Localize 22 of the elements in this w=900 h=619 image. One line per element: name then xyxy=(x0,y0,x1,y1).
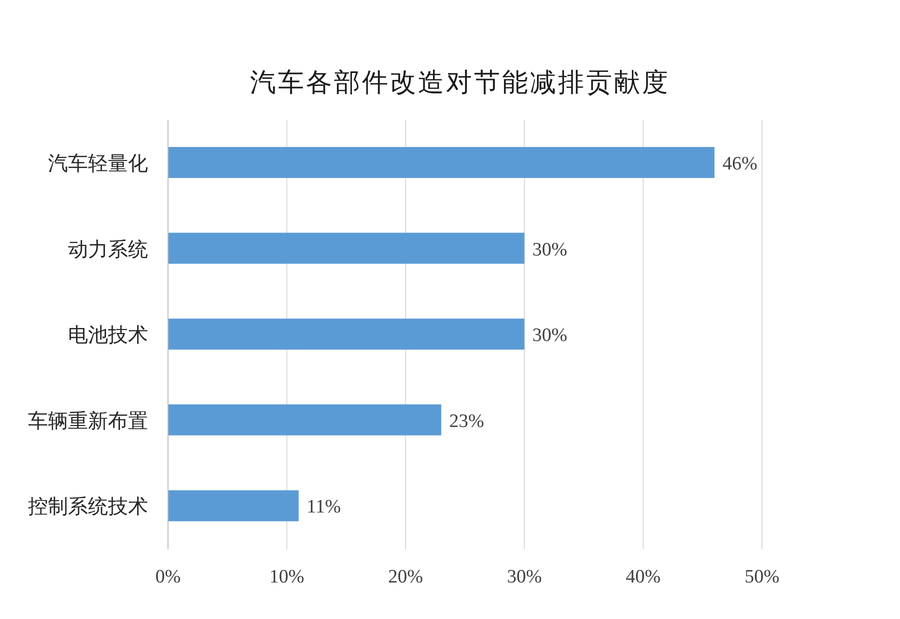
bar xyxy=(168,318,524,350)
data-label: 11% xyxy=(306,496,341,518)
y-tick-label: 车辆重新布置 xyxy=(28,410,148,432)
y-tick-label: 电池技术 xyxy=(68,324,148,347)
y-tick-label: 汽车轻量化 xyxy=(48,153,148,175)
data-label: 46% xyxy=(722,154,758,174)
x-tick-label: 30% xyxy=(506,566,542,588)
x-tick-label: 40% xyxy=(626,566,661,588)
chart-title: 汽车各部件改造对节能减排贡献度 xyxy=(249,67,671,99)
y-tick-label: 控制系统技术 xyxy=(28,496,148,518)
bar xyxy=(168,404,442,436)
data-label: 30% xyxy=(532,239,568,260)
x-tick-label: 0% xyxy=(155,566,181,588)
x-tick-label: 50% xyxy=(744,566,780,588)
x-tick-label: 20% xyxy=(388,566,424,588)
bar xyxy=(168,147,714,178)
bar xyxy=(168,232,524,264)
x-tick-label: 10% xyxy=(269,566,304,588)
bar xyxy=(168,490,299,522)
data-label: 23% xyxy=(449,410,484,432)
y-tick-label: 动力系统 xyxy=(68,238,148,261)
data-label: 30% xyxy=(532,325,568,346)
